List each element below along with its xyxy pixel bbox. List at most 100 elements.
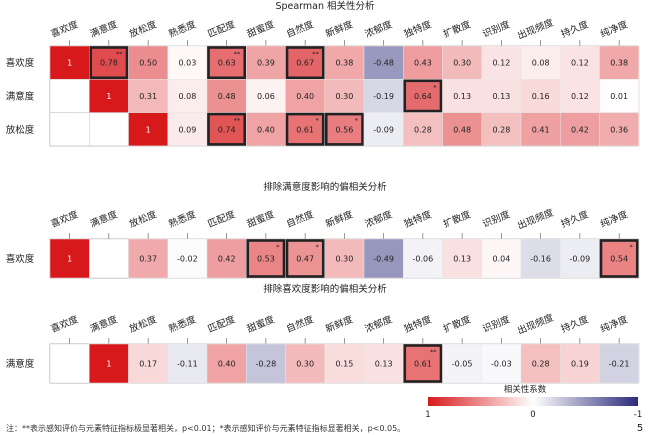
row-label: 放松度 [6,124,35,136]
cell-value: 0.42 [218,255,236,264]
cell-value: 0.12 [571,59,589,68]
significance-mark: ** [312,50,319,58]
cell-value: -0.11 [177,360,198,369]
cell-value: 0.39 [257,59,275,68]
cell-value: 0.74 [218,125,236,134]
column-label: 喜欢度 [49,18,80,40]
column-label: 满意度 [88,18,119,40]
cell-value: 0.08 [532,59,550,68]
cell-value: -0.02 [177,255,198,264]
cell-value: 0.16 [532,92,550,101]
cell-value: 0.63 [218,59,236,68]
column-label: 匹配度 [206,208,237,230]
cell-value: 0.38 [335,59,353,68]
cell-value: 0.61 [296,125,314,134]
cell-value: 0.47 [296,255,314,264]
column-label: 放松度 [128,18,159,40]
cell-value: 0.54 [610,255,628,264]
cell-value: 0.38 [610,59,628,68]
column-label: 熟悉度 [167,313,198,335]
legend-title: 相关性系数 [504,384,547,395]
column-label: 甜蜜度 [245,313,276,335]
column-label: 扩散度 [442,18,473,40]
column-label: 满意度 [88,313,119,335]
cell-value: 0.30 [335,92,353,101]
cell-value: 0.30 [335,255,353,264]
cell-value: -0.19 [373,92,394,101]
cell-value: 0.13 [492,92,510,101]
column-label: 出现频度 [516,16,556,42]
cell-value: 0.28 [532,360,550,369]
row-label: 满意度 [6,358,35,370]
legend-tick-label: -1 [634,410,642,420]
column-label: 纯净度 [599,208,630,230]
column-label: 熟悉度 [167,208,198,230]
cell-value: 1 [106,92,111,101]
column-label: 识别度 [481,208,512,230]
cell-value: 0.13 [453,92,471,101]
column-label: 纯净度 [599,313,630,335]
empty-cell [50,344,89,383]
cell-value: 0.53 [257,255,275,264]
column-label: 喜欢度 [49,313,80,335]
column-label: 浓郁度 [363,313,394,335]
panel-title: Spearman 相关性分析 [275,0,375,12]
column-label: 熟悉度 [167,18,198,40]
column-label: 扩散度 [442,208,473,230]
cell-value: 0.48 [453,125,471,134]
cell-value: 0.13 [453,255,471,264]
cell-value: 0.12 [571,92,589,101]
column-label: 出现频度 [516,311,556,337]
column-label: 满意度 [88,208,119,230]
panel-title: 排除满意度影响的偏相关分析 [263,181,387,193]
cell-value: -0.06 [413,255,434,264]
cell-value: 0.30 [296,360,314,369]
column-label: 新鲜度 [324,18,355,40]
cell-value: 0.56 [335,125,353,134]
column-label: 喜欢度 [49,208,80,230]
cell-value: 0.08 [178,92,196,101]
column-label: 自然度 [285,18,316,40]
cell-value: 0.41 [532,125,550,134]
cell-value: 0.40 [257,125,275,134]
cell-value: 0.48 [218,92,236,101]
column-label: 放松度 [128,208,159,230]
cell-value: 0.15 [335,360,353,369]
legend-tick-label: 1 [425,410,430,420]
footnote: 注：**表示感知评价与元素特征指标极显著相关，p<0.01；*表示感知评价与元素… [6,423,405,433]
cell-value: 0.03 [178,59,196,68]
column-label: 识别度 [481,18,512,40]
cell-value: -0.21 [609,360,630,369]
legend-tick-label: 0 [530,410,535,420]
page-number: 5 [637,423,643,434]
cell-value: 0.50 [139,59,157,68]
cell-value: 0.30 [453,59,471,68]
cell-value: 0.31 [139,92,157,101]
cell-value: 0.28 [492,125,510,134]
empty-cell [50,79,89,112]
column-label: 扩散度 [442,313,473,335]
empty-cell [50,113,89,146]
cell-value: -0.48 [373,59,394,68]
row-label: 满意度 [6,90,35,102]
column-label: 独特度 [402,208,433,230]
cell-value: -0.05 [452,360,473,369]
cell-value: 0.04 [492,255,510,264]
cell-value: 0.13 [375,360,393,369]
significance-mark: ** [234,50,241,58]
column-label: 持久度 [559,313,590,335]
column-label: 匹配度 [206,313,237,335]
empty-cell [89,113,128,146]
cell-value: 0.06 [257,92,275,101]
column-label: 自然度 [285,208,316,230]
cell-value: 0.40 [296,92,314,101]
significance-mark: ** [116,50,123,58]
cell-value: -0.09 [570,255,591,264]
cell-value: 0.01 [610,92,628,101]
column-label: 独特度 [402,313,433,335]
column-label: 新鲜度 [324,208,355,230]
column-label: 浓郁度 [363,18,394,40]
row-label: 喜欢度 [6,57,35,69]
cell-value: -0.03 [491,360,512,369]
